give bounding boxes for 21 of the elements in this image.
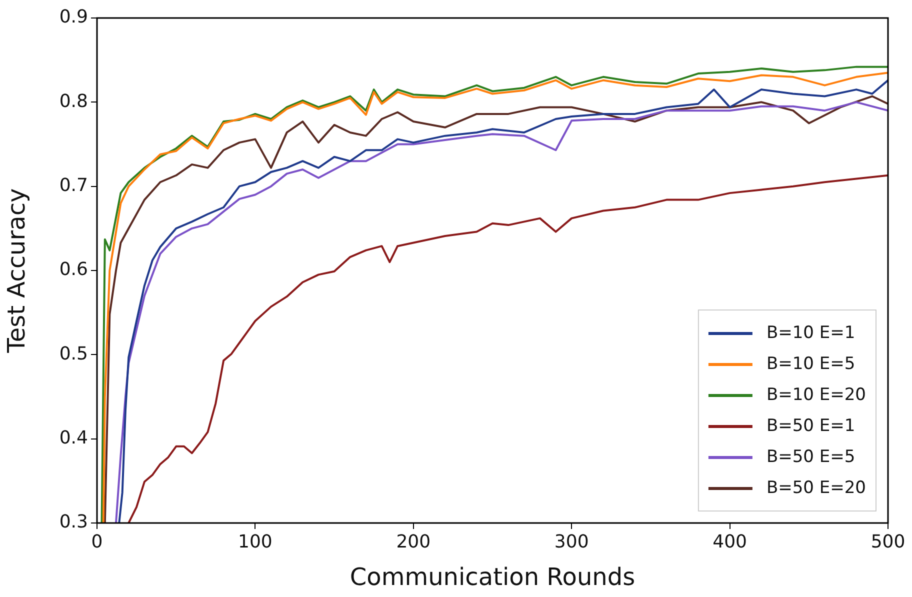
x-tick-label: 0 — [91, 531, 103, 552]
x-axis-title: Communication Rounds — [350, 562, 636, 591]
y-tick-label: 0.6 — [59, 259, 88, 280]
x-tick-label: 500 — [870, 531, 906, 552]
y-tick-label: 0.3 — [59, 512, 88, 533]
y-tick-label: 0.5 — [59, 343, 88, 364]
x-tick-label: 400 — [712, 531, 747, 552]
y-tick-label: 0.8 — [59, 90, 88, 112]
legend-label: B=10 E=5 — [766, 354, 856, 374]
y-tick-label: 0.9 — [59, 6, 88, 28]
legend-label: B=10 E=1 — [766, 322, 856, 343]
legend-label: B=50 E=1 — [766, 416, 856, 436]
x-tick-label: 200 — [396, 531, 431, 552]
y-tick-label: 0.7 — [59, 175, 88, 196]
y-axis-title: Test Accuracy — [2, 188, 31, 354]
x-tick-label: 100 — [238, 531, 272, 552]
legend-label: B=50 E=20 — [766, 478, 866, 498]
legend-label: B=10 E=20 — [766, 384, 866, 405]
x-tick-label: 300 — [554, 531, 589, 552]
legend-label: B=50 E=5 — [766, 446, 856, 467]
y-tick-label: 0.4 — [59, 428, 88, 449]
